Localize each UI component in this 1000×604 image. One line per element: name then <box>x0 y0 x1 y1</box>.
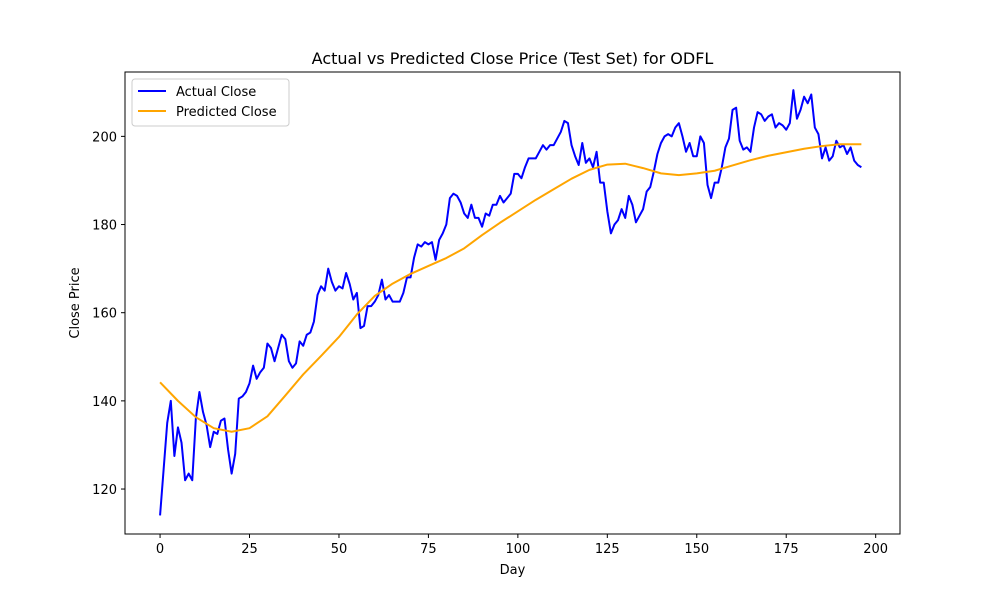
series-line-actual-close <box>159 89 862 516</box>
legend-frame <box>131 78 290 127</box>
x-axis: 0 25 50 75 100 125 150 175 200 <box>156 534 888 557</box>
x-tick-label: 175 <box>774 542 799 557</box>
y-tick-label: 180 <box>92 219 117 234</box>
x-tick-label: 0 <box>156 542 164 557</box>
legend-label-actual-close: Actual Close <box>176 85 256 100</box>
x-tick-label: 100 <box>505 542 530 557</box>
x-tick-label: 150 <box>684 542 709 557</box>
legend-label-predicted-close: Predicted Close <box>176 105 277 120</box>
plot-lines <box>159 89 862 516</box>
y-tick-label: 200 <box>92 130 117 145</box>
legend: Actual Close Predicted Close <box>131 78 290 127</box>
x-axis-label: Day <box>500 563 526 578</box>
y-tick-label: 140 <box>92 395 117 410</box>
y-axis-label: Close Price <box>68 267 83 338</box>
x-tick-label: 75 <box>420 542 437 557</box>
x-tick-label: 125 <box>595 542 620 557</box>
x-tick-label: 200 <box>863 542 888 557</box>
y-tick-label: 160 <box>92 307 117 322</box>
plot-area-frame <box>124 71 901 535</box>
y-axis: 120 140 160 180 200 <box>92 130 125 498</box>
series-line-predicted-close <box>159 143 862 433</box>
y-tick-label: 120 <box>92 483 117 498</box>
chart-title: Actual vs Predicted Close Price (Test Se… <box>312 49 714 68</box>
x-tick-label: 50 <box>331 542 348 557</box>
x-tick-label: 25 <box>241 542 258 557</box>
